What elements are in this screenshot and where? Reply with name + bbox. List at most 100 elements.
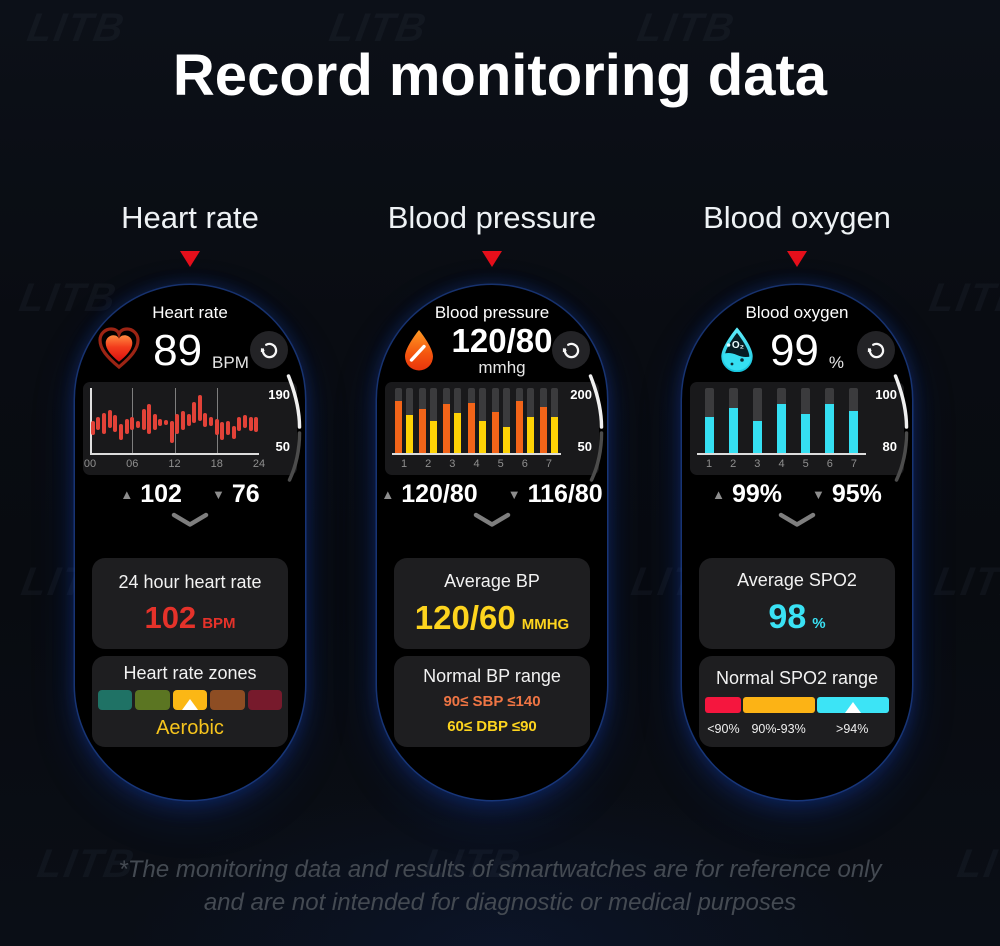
- expand-chevron[interactable]: [377, 512, 607, 529]
- card-unit: BPM: [202, 614, 236, 632]
- hr-bar: [231, 425, 236, 439]
- x-tick-label: 2: [730, 458, 737, 470]
- x-tick-label: 00: [83, 458, 97, 470]
- stat-min: 76: [231, 480, 260, 508]
- card-title: Normal BP range: [423, 666, 561, 686]
- x-tick-label: 18: [210, 458, 223, 470]
- heart-rate-zones-bar: [98, 690, 283, 710]
- hr-bar: [135, 420, 140, 429]
- spo2-segment: [743, 696, 815, 713]
- chart-y-max-label: 200: [570, 387, 592, 402]
- stat-max: 120/80: [401, 480, 478, 508]
- hr-bar: [152, 414, 157, 430]
- avg-heart-rate-card: 24 hour heart rate 102 BPM: [92, 558, 288, 649]
- bar-fill: [454, 412, 462, 453]
- screen-title: Heart rate: [152, 303, 228, 322]
- chart-y-max-label: 190: [268, 387, 290, 402]
- scroll-indicator: [893, 374, 909, 482]
- red-arrow-marker: [787, 251, 807, 267]
- hr-bar: [141, 408, 146, 431]
- bar-track: [539, 388, 547, 453]
- stats-row: ▲ 102 ▼ 76: [75, 480, 305, 509]
- watch-heart-rate: Heart rate 89 BPM: [75, 285, 305, 800]
- bar-track: [801, 388, 811, 453]
- refresh-icon: [260, 342, 277, 358]
- hr-bar: [209, 417, 214, 426]
- zone-pointer-icon: [182, 699, 199, 710]
- average-spo2-card: Average SPO2 98 %: [699, 558, 895, 649]
- metric-value: 99: [769, 326, 819, 375]
- hr-bar: [130, 416, 135, 430]
- zone-segment: [135, 690, 170, 710]
- spo2-segment-label: >94%: [836, 721, 869, 736]
- card-unit: MMHG: [521, 615, 570, 633]
- card-title: Heart rate zones: [123, 663, 257, 683]
- zone-segment: [172, 690, 208, 710]
- metric-row: 89 BPM: [87, 323, 257, 379]
- bar-track: [777, 388, 786, 453]
- metric-unit: %: [828, 353, 845, 372]
- spo2-segment: [705, 696, 741, 713]
- chart-x-axis: 1 2 3 4 5 6 7: [392, 458, 561, 472]
- hr-bar: [118, 423, 123, 440]
- hr-bar: [102, 412, 107, 434]
- bar-fill: [443, 404, 451, 453]
- hr-bar: [107, 410, 112, 429]
- hr-bar: [254, 417, 259, 433]
- chart-x-axis: 1 2 3 4 5 6 7: [697, 458, 866, 472]
- metric-value: 120/80: [451, 322, 553, 359]
- hr-bar: [96, 417, 101, 431]
- bar-track: [502, 388, 510, 453]
- bar-track: [550, 388, 558, 453]
- refresh-button[interactable]: [250, 331, 288, 369]
- chart-plot-area: [392, 388, 561, 455]
- chevron-down-icon: [473, 512, 511, 527]
- bar-fill: [539, 406, 547, 453]
- scroll-indicator: [286, 374, 302, 482]
- average-bp-card: Average BP 120/60 MMHG: [394, 558, 590, 649]
- refresh-icon: [562, 342, 579, 358]
- down-triangle-icon: ▼: [812, 487, 825, 502]
- disclaimer-line-1: *The monitoring data and results of smar…: [118, 856, 882, 883]
- hr-bar: [242, 415, 247, 429]
- card-title: 24 hour heart rate: [118, 571, 262, 592]
- hr-bar: [113, 415, 118, 432]
- metric-value: 89: [153, 326, 203, 375]
- stats-row: ▲ 99% ▼ 95%: [682, 480, 912, 509]
- bar-fill: [502, 427, 510, 453]
- bar-track: [430, 388, 438, 453]
- expand-chevron[interactable]: [75, 512, 305, 529]
- hr-bar: [197, 394, 202, 421]
- x-tick-label: 7: [545, 458, 552, 470]
- metric-unit: BPM: [212, 353, 249, 372]
- x-tick-label: 6: [521, 458, 528, 470]
- down-triangle-icon: ▼: [507, 487, 521, 502]
- watch-blood-pressure: Blood pressure 120/80 mmhg: [377, 285, 607, 800]
- chart-plot-area: [697, 388, 866, 455]
- x-tick-label: 4: [778, 458, 785, 470]
- oxygen-drop-icon: O₂: [714, 326, 760, 377]
- metric-unit: mmhg: [478, 358, 526, 377]
- refresh-button[interactable]: [857, 331, 895, 369]
- bar-fill: [777, 404, 786, 453]
- svg-text:O₂: O₂: [732, 340, 744, 351]
- blood-oxygen-chart[interactable]: 1 2 3 4 5 6 7 100 80: [690, 382, 904, 475]
- x-tick-label: 4: [473, 458, 480, 470]
- bar-fill: [825, 404, 835, 453]
- expand-chevron[interactable]: [682, 512, 912, 529]
- bar-track: [515, 388, 523, 453]
- heart-rate-chart[interactable]: 00 06 12 18 24 190 50: [83, 382, 297, 475]
- grid-line: [90, 388, 92, 453]
- up-triangle-icon: ▲: [120, 487, 134, 502]
- hr-bar: [220, 421, 225, 440]
- chevron-down-icon: [171, 512, 209, 527]
- x-tick-label: 06: [126, 458, 139, 470]
- scroll-indicator: [588, 374, 604, 482]
- hr-bar: [164, 420, 169, 426]
- bar-fill: [419, 408, 427, 453]
- refresh-button[interactable]: [552, 331, 590, 369]
- blood-pressure-chart[interactable]: 1 2 3 4 5 6 7 200 50: [385, 382, 599, 475]
- bar-track: [728, 388, 738, 453]
- chart-y-max-label: 100: [875, 387, 897, 402]
